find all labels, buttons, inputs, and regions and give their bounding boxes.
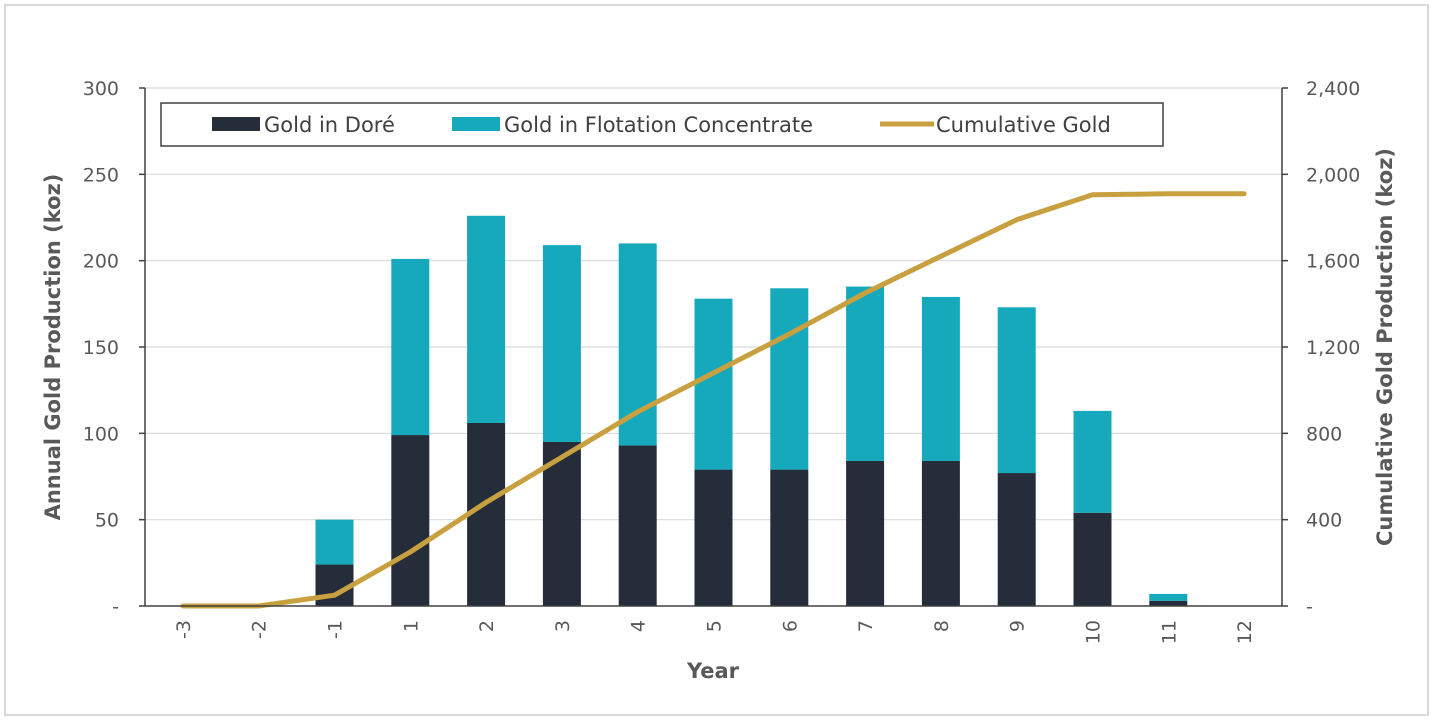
y2-tick-label: 2,400 <box>1306 78 1360 100</box>
y2-tick-label: 1,200 <box>1306 337 1360 359</box>
x-tick-label: 7 <box>855 620 877 632</box>
x-tick-label: 9 <box>1007 620 1029 632</box>
bar-gold-in-dore <box>1073 512 1112 606</box>
y-axis-title: Annual Gold Production (koz) <box>41 174 65 521</box>
legend: Gold in Doré Gold in Flotation Concentra… <box>160 102 1164 147</box>
y2-tick-label: 800 <box>1306 423 1342 445</box>
bar-gold-in-dore <box>997 473 1036 606</box>
bar-gold-in-flotation-concentrate <box>694 298 733 470</box>
y2-tick-label: - <box>1306 596 1313 618</box>
x-tick-label: -1 <box>325 620 347 639</box>
x-tick-label: -2 <box>249 620 271 639</box>
bar-gold-in-flotation-concentrate <box>315 519 354 565</box>
y-tick-label: 300 <box>83 78 119 100</box>
cumulative-line <box>180 191 1247 609</box>
x-tick-label: 5 <box>704 620 726 632</box>
legend-box <box>160 102 1164 147</box>
x-tick-label: 10 <box>1083 620 1105 644</box>
x-axis-title: Year <box>686 659 740 683</box>
y2-axis-title: Cumulative Gold Production (koz) <box>1373 148 1397 546</box>
x-tick-labels: -3 -2 -1 1 2 3 4 5 6 7 8 9 10 11 12 <box>173 620 1256 644</box>
bar-gold-in-flotation-concentrate <box>1149 593 1188 601</box>
y2-tick-label: 400 <box>1306 510 1342 532</box>
x-tick-label: 8 <box>931 620 953 632</box>
bar-gold-in-flotation-concentrate <box>997 307 1036 474</box>
bar-gold-in-dore <box>391 435 430 606</box>
y-tick-label: - <box>112 596 119 618</box>
bar-gold-in-dore <box>694 469 733 606</box>
bars <box>315 215 1188 606</box>
y-tick-label: 150 <box>83 337 119 359</box>
legend-swatch-flotation <box>452 117 500 131</box>
bar-gold-in-dore <box>542 441 581 606</box>
x-tick-label: 2 <box>476 620 498 632</box>
x-tick-label: 12 <box>1234 620 1256 644</box>
y-tick-label: 250 <box>83 164 119 186</box>
y2-tick-label: 1,600 <box>1306 251 1360 273</box>
bar-gold-in-flotation-concentrate <box>391 258 430 436</box>
y-tick-label: 50 <box>95 510 119 532</box>
bar-gold-in-flotation-concentrate <box>921 296 960 461</box>
bar-gold-in-dore <box>921 460 960 606</box>
bar-gold-in-dore <box>618 445 657 606</box>
x-tick-label: 3 <box>552 620 574 632</box>
bar-gold-in-flotation-concentrate <box>1073 410 1112 513</box>
y2-tick-label: 2,000 <box>1306 164 1360 186</box>
bar-gold-in-dore <box>467 422 506 606</box>
x-tick-label: 4 <box>628 620 650 632</box>
legend-label-dore: Gold in Doré <box>264 113 395 137</box>
bar-gold-in-dore <box>770 469 809 606</box>
bar-gold-in-dore <box>846 460 885 606</box>
bar-gold-in-flotation-concentrate <box>467 215 506 423</box>
x-tick-label: -3 <box>173 620 195 639</box>
bar-gold-in-flotation-concentrate <box>770 288 809 470</box>
legend-label-cumulative: Cumulative Gold <box>936 113 1111 137</box>
legend-label-flotation: Gold in Flotation Concentrate <box>504 113 813 137</box>
bar-gold-in-flotation-concentrate <box>618 243 657 446</box>
bar-gold-in-flotation-concentrate <box>542 245 581 442</box>
x-tick-label: 6 <box>779 620 801 632</box>
bar-gold-in-flotation-concentrate <box>846 286 885 461</box>
line-cumulative-gold <box>180 191 1247 609</box>
y-tick-label: 200 <box>83 251 119 273</box>
y-tick-labels: - 50 100 150 200 250 300 <box>83 78 119 618</box>
x-tick-label: 11 <box>1158 620 1180 644</box>
y2-tick-labels: - 400 800 1,200 1,600 2,000 2,400 <box>1306 78 1360 618</box>
axes <box>139 87 1288 607</box>
y-tick-label: 100 <box>83 423 119 445</box>
x-tick-label: 1 <box>400 620 422 632</box>
bar-gold-in-dore <box>1149 600 1188 606</box>
legend-swatch-dore <box>212 117 260 131</box>
